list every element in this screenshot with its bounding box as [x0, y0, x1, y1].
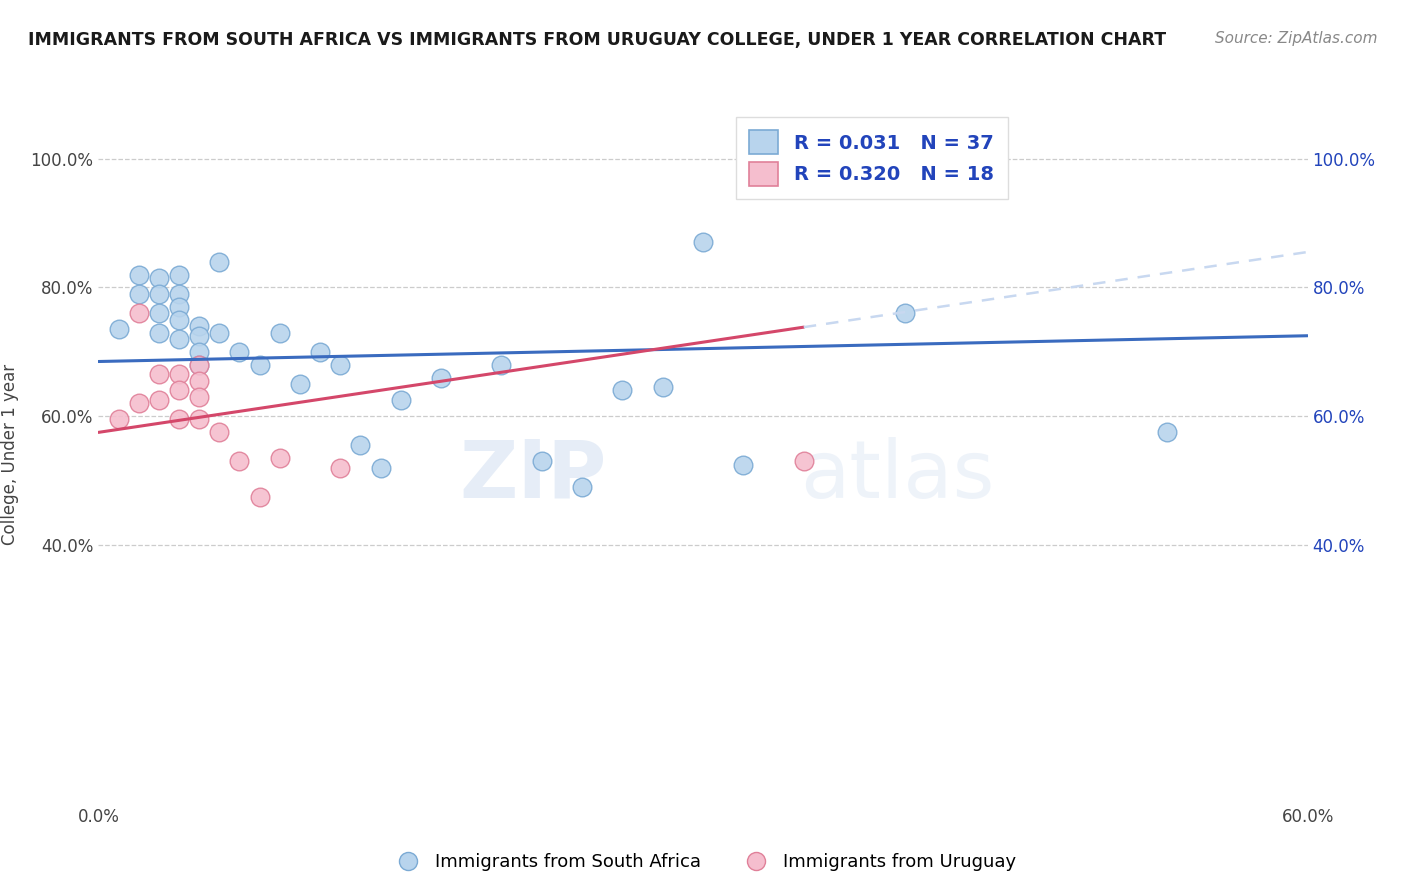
Y-axis label: College, Under 1 year: College, Under 1 year	[1, 364, 20, 546]
Point	[491, 358, 513, 372]
Point	[167, 300, 190, 314]
Point	[269, 451, 291, 466]
Point	[389, 393, 412, 408]
Point	[692, 235, 714, 250]
Point	[893, 306, 915, 320]
Point	[208, 425, 231, 440]
Point	[148, 326, 170, 340]
Point	[793, 454, 815, 468]
Point	[309, 344, 332, 359]
Point	[329, 460, 352, 475]
Point	[733, 458, 755, 472]
Point	[188, 328, 211, 343]
Point	[188, 412, 211, 426]
Point	[208, 326, 231, 340]
Text: ZIP: ZIP	[458, 437, 606, 515]
Legend: R = 0.031   N = 37, R = 0.320   N = 18: R = 0.031 N = 37, R = 0.320 N = 18	[735, 117, 1008, 199]
Point	[167, 412, 190, 426]
Point	[167, 384, 190, 398]
Point	[107, 412, 129, 426]
Text: atlas: atlas	[800, 437, 994, 515]
Point	[269, 326, 291, 340]
Point	[188, 374, 211, 388]
Point	[430, 370, 453, 384]
Point	[329, 358, 352, 372]
Point	[188, 358, 211, 372]
Point	[370, 460, 392, 475]
Point	[167, 332, 190, 346]
Point	[188, 358, 211, 372]
Point	[530, 454, 553, 468]
Point	[128, 286, 150, 301]
Point	[651, 380, 673, 394]
Point	[128, 396, 150, 410]
Point	[188, 319, 211, 334]
Text: IMMIGRANTS FROM SOUTH AFRICA VS IMMIGRANTS FROM URUGUAY COLLEGE, UNDER 1 YEAR CO: IMMIGRANTS FROM SOUTH AFRICA VS IMMIGRAN…	[28, 31, 1166, 49]
Point	[208, 254, 231, 268]
Point	[167, 368, 190, 382]
Point	[228, 454, 250, 468]
Legend: Immigrants from South Africa, Immigrants from Uruguay: Immigrants from South Africa, Immigrants…	[382, 847, 1024, 879]
Point	[167, 286, 190, 301]
Point	[167, 312, 190, 326]
Point	[188, 344, 211, 359]
Point	[228, 344, 250, 359]
Point	[128, 306, 150, 320]
Point	[128, 268, 150, 282]
Point	[148, 286, 170, 301]
Point	[288, 377, 311, 392]
Point	[148, 270, 170, 285]
Point	[612, 384, 634, 398]
Point	[167, 268, 190, 282]
Point	[107, 322, 129, 336]
Point	[249, 490, 271, 504]
Point	[571, 480, 593, 494]
Point	[188, 390, 211, 404]
Point	[249, 358, 271, 372]
Point	[148, 393, 170, 408]
Point	[148, 306, 170, 320]
Text: Source: ZipAtlas.com: Source: ZipAtlas.com	[1215, 31, 1378, 46]
Point	[1156, 425, 1178, 440]
Point	[148, 368, 170, 382]
Point	[349, 438, 371, 452]
